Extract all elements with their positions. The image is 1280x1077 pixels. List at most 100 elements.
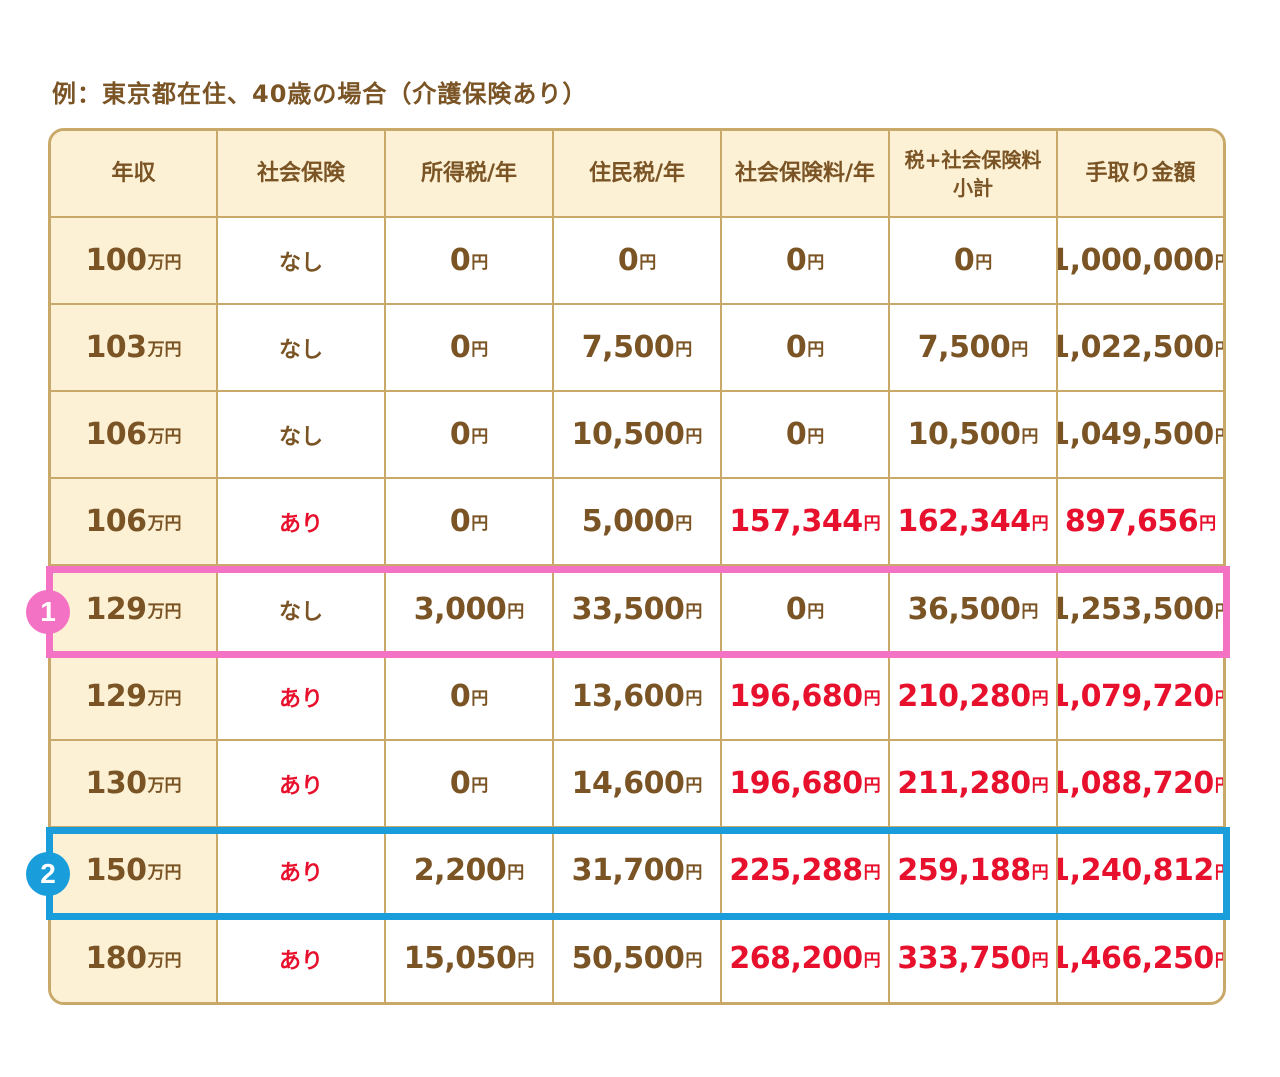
unit-label: 円 (517, 951, 535, 971)
unit-label: 円 (1215, 335, 1223, 360)
unit-label: 円 (807, 427, 825, 447)
amount-value: 50,500 (571, 941, 685, 976)
amount-value: 162,344 (897, 504, 1031, 539)
cell-income: 106 万円 (51, 479, 218, 566)
cell-insurance: あり (218, 479, 386, 566)
header-income-tax: 所得税/年 (386, 131, 554, 218)
insurance-value: なし (278, 250, 323, 276)
cell-subtotal: 211,280 円 (890, 741, 1058, 828)
amount-value: 10,500 (907, 417, 1021, 452)
cell-insurance: なし (218, 392, 386, 479)
amount-value: 5,000 (581, 504, 675, 539)
amount-value: 1,088,720 (1058, 766, 1214, 801)
cell-income: 103 万円 (51, 305, 218, 392)
cell-income: 106 万円 (51, 392, 218, 479)
amount-value: 0 (449, 504, 471, 539)
unit-label: 円 (507, 863, 525, 883)
badge-2: 2 (26, 852, 70, 896)
insurance-value: あり (278, 860, 323, 886)
amount-value: 0 (785, 417, 807, 452)
cell-subtotal: 36,500 円 (890, 567, 1058, 654)
amount-value: 0 (449, 330, 471, 365)
unit-label: 円 (1031, 689, 1049, 709)
unit-label: 円 (975, 253, 993, 273)
cell-income: 130 万円 (51, 741, 218, 828)
unit-label: 円 (863, 689, 881, 709)
amount-value: 211,280 (897, 766, 1031, 801)
amount-value: 1,253,500 (1058, 592, 1214, 627)
cell-insurance: あり (218, 654, 386, 741)
insurance-value: なし (278, 599, 323, 625)
cell-income: 180 万円 (51, 915, 218, 1002)
unit-label: 円 (675, 340, 693, 360)
header-insurance-label: 社会保険 (256, 160, 345, 186)
unit-label: 円 (471, 514, 489, 534)
cell-subtotal: 10,500 円 (890, 392, 1058, 479)
unit-label: 円 (863, 863, 881, 883)
cell-resident-tax: 5,000 円 (554, 479, 722, 566)
cell-insurance: なし (218, 305, 386, 392)
amount-value: 157,344 (729, 504, 863, 539)
unit-label: 円 (1021, 602, 1039, 622)
unit-label: 円 (471, 340, 489, 360)
unit-label: 万円 (147, 514, 182, 534)
unit-label: 円 (1021, 427, 1039, 447)
cell-social-insurance: 268,200 円 (722, 915, 890, 1002)
table-header-row: 年収 社会保険 所得税/年 住民税/年 社会保険料/年 税+社会保険料 小計 手… (51, 131, 1223, 218)
cell-subtotal: 259,188 円 (890, 828, 1058, 915)
cell-resident-tax: 7,500 円 (554, 305, 722, 392)
amount-value: 129 (85, 679, 147, 714)
unit-label: 円 (807, 340, 825, 360)
table-row: 180 万円 あり 15,050 円 50,500 円 268,200 円 333,750 円 1,4… (51, 915, 1223, 1002)
unit-label: 円 (1215, 422, 1223, 447)
header-subtotal: 税+社会保険料 小計 (890, 131, 1058, 218)
amount-value: 0 (617, 243, 639, 278)
amount-value: 31,700 (571, 853, 685, 888)
unit-label: 円 (471, 427, 489, 447)
unit-label: 円 (685, 951, 703, 971)
unit-label: 万円 (147, 340, 182, 360)
unit-label: 万円 (147, 602, 182, 622)
cell-income: 129 万円 (51, 654, 218, 741)
amount-value: 33,500 (571, 592, 685, 627)
unit-label: 円 (685, 602, 703, 622)
unit-label: 万円 (147, 689, 182, 709)
insurance-value: あり (278, 948, 323, 974)
amount-value: 210,280 (897, 679, 1031, 714)
unit-label: 円 (471, 776, 489, 796)
insurance-value: あり (278, 773, 323, 799)
cell-social-insurance: 196,680 円 (722, 741, 890, 828)
header-subtotal-line2: 小計 (953, 175, 993, 200)
amount-value: 2,200 (413, 853, 507, 888)
amount-value: 7,500 (917, 330, 1011, 365)
cell-insurance: あり (218, 741, 386, 828)
amount-value: 106 (85, 504, 147, 539)
amount-value: 180 (85, 941, 147, 976)
header-income-tax-label: 所得税/年 (420, 160, 518, 186)
amount-value: 14,600 (571, 766, 685, 801)
unit-label: 円 (685, 427, 703, 447)
unit-label: 万円 (147, 951, 182, 971)
amount-value: 0 (785, 243, 807, 278)
unit-label: 円 (1031, 776, 1049, 796)
unit-label: 円 (1215, 684, 1223, 709)
header-social-label: 社会保険料/年 (734, 160, 876, 186)
amount-value: 13,600 (571, 679, 685, 714)
amount-value: 0 (449, 766, 471, 801)
amount-value: 103 (85, 330, 147, 365)
amount-value: 7,500 (581, 330, 675, 365)
cell-social-insurance: 157,344 円 (722, 479, 890, 566)
cell-resident-tax: 50,500 円 (554, 915, 722, 1002)
cell-social-insurance: 196,680 円 (722, 654, 890, 741)
